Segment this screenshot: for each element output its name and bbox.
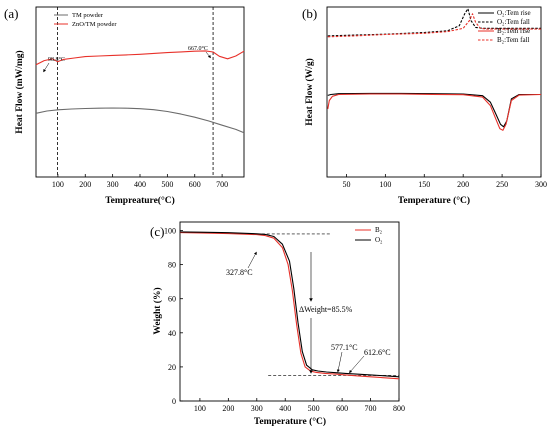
x-tick-label: 300 (251, 404, 263, 413)
panel-c-ylabel: Weight (%) (152, 287, 163, 334)
annotation-delta-weight: ΔWeight=85.5% (299, 305, 353, 314)
series-line-c-0 (179, 232, 400, 380)
legend-label-o2-fall: O₂:Tem fall (497, 18, 530, 26)
panel-a: (a) 100 200 300 400 500 600 700 Heat Flow (mW/… (4, 6, 245, 206)
x-tick-label: 600 (336, 404, 348, 413)
legend-label-b2-rise: B₂:Tem rise (497, 27, 530, 35)
annotation-327-8-arrow (247, 251, 257, 269)
series-line-a-1 (35, 50, 245, 66)
series-line-b-2 (327, 93, 542, 131)
panel-a-xlabel: Tempreature(°C) (105, 195, 175, 206)
series-line-a-0 (35, 107, 245, 134)
annotation-577-1: 577.1°C (331, 343, 358, 352)
x-tick-label: 100 (52, 180, 64, 189)
x-tick-label: 700 (216, 180, 228, 189)
legend-label-tm: TM powder (72, 12, 104, 19)
legend-label-o2-rise: O₂:Tem rise (497, 9, 531, 17)
x-tick-label: 300 (107, 180, 119, 189)
series-line-b-3 (327, 13, 541, 38)
annotation-327-8: 327.8°C (226, 268, 253, 277)
x-tick-label: 800 (393, 404, 405, 413)
legend-label-zno-tm: ZnO/TM powder (72, 21, 117, 28)
annotation-667-0: 667.0°C (188, 45, 208, 52)
x-tick-label: 400 (134, 180, 146, 189)
panel-c-label: (c) (150, 224, 164, 239)
y-tick-label: 20 (168, 363, 176, 372)
y-tick-label: 40 (168, 329, 176, 338)
annotation-98-8: 98.8°C (48, 56, 65, 63)
panel-b-xlabel: Temperature (°C) (398, 195, 470, 206)
panel-b-ylabel: Heat Flow (W/g) (304, 58, 315, 126)
panel-b: (b) 50 100 150 200 250 300 Heat Flow (W/g) Te… (302, 6, 547, 206)
panel-b-label: (b) (302, 6, 317, 21)
legend-label-o2: O₂ (375, 236, 383, 244)
annotation-612-6-arrow (349, 355, 365, 374)
x-tick-label: 200 (457, 180, 469, 189)
y-tick-label: 80 (168, 261, 176, 270)
panel-b-plot-frame (326, 6, 542, 178)
panel-a-ylabel: Heat Flow (mW/mg) (14, 50, 25, 133)
legend-label-b2-fall: B₂:Tem fall (497, 36, 530, 44)
panel-c: (c) 100 200 300 400 500 600 700 800 0 20 40 60 80 100… (150, 221, 405, 427)
x-tick-label: 500 (308, 404, 320, 413)
x-tick-label: 700 (365, 404, 377, 413)
annotation-667-0-arrow (205, 51, 211, 59)
x-tick-label: 200 (79, 180, 91, 189)
annotation-612-6: 612.6°C (364, 348, 391, 357)
x-tick-label: 600 (189, 180, 201, 189)
panel-c-plot-frame (179, 221, 400, 402)
x-tick-label: 500 (161, 180, 173, 189)
annotation-577-1-arrow (336, 351, 343, 373)
x-tick-label: 100 (379, 180, 391, 189)
x-tick-label: 250 (496, 180, 508, 189)
x-tick-label: 100 (194, 404, 206, 413)
y-tick-label: 60 (168, 295, 176, 304)
panel-c-xlabel: Temperature (°C) (254, 416, 326, 427)
x-tick-label: 300 (535, 180, 547, 189)
annotation-98-8-arrow (43, 62, 50, 73)
y-tick-label: 0 (172, 397, 176, 406)
series-line-c-1 (179, 231, 400, 378)
x-tick-label: 150 (418, 180, 430, 189)
x-tick-label: 50 (342, 180, 350, 189)
x-tick-label: 400 (279, 404, 291, 413)
x-tick-label: 200 (222, 404, 234, 413)
panel-a-label: (a) (4, 6, 18, 21)
y-tick-label: 100 (164, 227, 176, 236)
legend-label-b2: B₂ (375, 226, 383, 234)
